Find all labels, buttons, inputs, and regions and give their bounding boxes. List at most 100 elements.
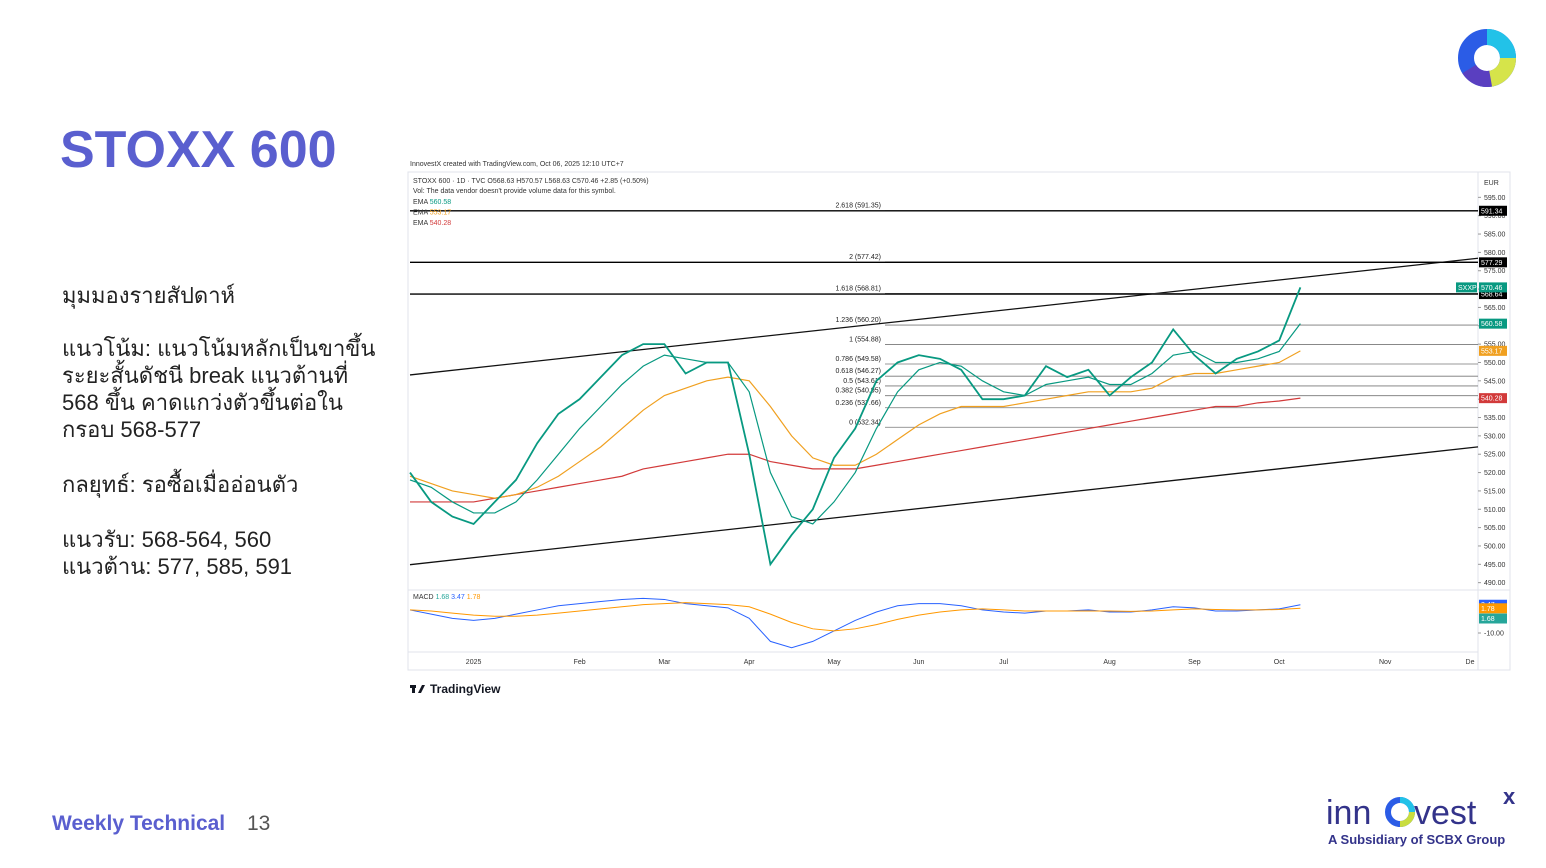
y-tick-label: 520.00	[1484, 470, 1506, 477]
commentary-strategy: กลยุทธ์: รอซื้อเมื่ออ่อนตัว	[62, 472, 299, 497]
x-tick-label: 2025	[466, 659, 482, 666]
y-tick-label: 550.00	[1484, 360, 1506, 367]
fib-label: 1.236 (560.20)	[835, 317, 881, 324]
fib-label: 2 (577.42)	[849, 254, 881, 261]
x-tick-label: Apr	[744, 659, 756, 666]
legend-value: 553.17	[430, 210, 452, 217]
y-tick-label: 490.00	[1484, 580, 1506, 587]
commentary-heading: มุมมองรายสัปดาห์	[62, 283, 236, 308]
y-tick-label: 565.00	[1484, 305, 1506, 312]
x-tick-label: Oct	[1274, 659, 1285, 666]
price-tag	[1479, 289, 1507, 300]
y-tick-label: 580.00	[1484, 250, 1506, 257]
price-tag	[1479, 257, 1507, 268]
y-tick-label: 575.00	[1484, 268, 1506, 275]
y-tick-label: 535.00	[1484, 415, 1506, 422]
legend-name: MACD	[413, 594, 434, 601]
ema-legend: EMA 540.28	[413, 220, 451, 227]
fib-label: 0.786 (549.58)	[835, 356, 881, 363]
x-tick-label: Feb	[574, 659, 586, 666]
symbol-line: STOXX 600 · 1D · TVC O568.63 H570.57 L56…	[413, 178, 649, 185]
trend-line: กรอบ 568-577	[62, 417, 202, 442]
macd-tag: 1.68	[1481, 616, 1495, 623]
y-tick-label: -10.00	[1484, 631, 1504, 638]
legend-name: EMA	[413, 220, 429, 227]
y-tick-label: 505.00	[1484, 525, 1506, 532]
price-tag	[1479, 393, 1507, 404]
chart-frame	[407, 171, 1511, 671]
y-tick-label: 515.00	[1484, 488, 1506, 495]
price-tag	[1479, 205, 1507, 216]
price-line	[409, 287, 1302, 567]
price-tag	[1479, 603, 1507, 614]
x-tick-label: May	[827, 659, 841, 666]
x-tick-label: Sep	[1188, 659, 1201, 666]
tradingview-brand: TradingView	[430, 682, 501, 696]
brand-o	[1385, 797, 1415, 827]
ema-line	[410, 397, 1301, 503]
chart-credit: InnovestX created with TradingView.com, …	[410, 161, 624, 168]
fib-label: 0.618 (546.27)	[835, 368, 881, 375]
macd-tag: 1.78	[1481, 606, 1495, 613]
fib-label: 0.236 (537.66)	[835, 400, 881, 407]
brand-prefix: inn	[1326, 794, 1371, 832]
trend-line: ระยะสั้นดัชนี break แนวต้านที่	[62, 363, 349, 388]
x-tick-label: Nov	[1379, 659, 1392, 666]
x-tick-label: Jul	[999, 659, 1008, 666]
horizontal-line-tag: 577.29	[1481, 260, 1503, 267]
x-tick-label: De	[1466, 659, 1475, 666]
logo-donut	[1458, 29, 1516, 87]
commentary-resistance: แนวต้าน: 577, 585, 591	[62, 554, 293, 579]
commentary-support: แนวรับ: 568-564, 560	[62, 527, 272, 552]
horizontal-line-tag: 568.64	[1481, 292, 1503, 299]
macd-line	[409, 602, 1301, 632]
y-tick-label: 500.00	[1484, 543, 1506, 550]
ema-line	[409, 323, 1301, 525]
legend-value: 560.58	[430, 199, 452, 206]
fib-label: 1 (554.88)	[849, 337, 881, 344]
macd-legend: MACD 1.68 3.47 1.78	[413, 594, 480, 601]
fib-label: 1.618 (568.81)	[835, 285, 881, 292]
y-tick-label: 525.00	[1484, 452, 1506, 459]
y-tick-label: 555.00	[1484, 342, 1506, 349]
volume-note: Vol: The data vendor doesn't provide vol…	[413, 188, 616, 195]
fib-label: 0 (532.34)	[849, 419, 881, 426]
y-tick-label: 545.00	[1484, 378, 1506, 385]
last-value-tag: 560.58	[1481, 321, 1503, 328]
fib-label: 0.382 (540.95)	[835, 388, 881, 395]
currency: EUR	[1484, 180, 1499, 187]
x-tick-label: Jun	[913, 659, 924, 666]
y-tick-label: 510.00	[1484, 507, 1506, 514]
ema-legend: EMA 553.17	[413, 210, 451, 217]
macd-line	[409, 597, 1301, 649]
channel-line	[409, 446, 1479, 566]
y-tick-label: 495.00	[1484, 562, 1506, 569]
y-tick-label: 585.00	[1484, 232, 1506, 239]
x-tick-label: Mar	[658, 659, 671, 666]
price-tag	[1479, 282, 1507, 293]
legend-name: EMA	[413, 199, 429, 206]
fib-label: 2.618 (591.35)	[835, 203, 881, 210]
commentary-trend: แนวโน้ม: แนวโน้มหลักเป็นขาขึ้น ระยะสั้นดั…	[62, 335, 375, 443]
brand-suffix: vest	[1414, 794, 1477, 832]
symbol-tag-label: SXXP	[1458, 285, 1477, 292]
ema-legend: EMA 560.58	[413, 199, 451, 206]
tradingview-logo	[410, 685, 425, 693]
y-tick-label: 595.00	[1484, 195, 1506, 202]
page-number: 13	[247, 812, 271, 835]
trend-line: แนวโน้ม: แนวโน้มหลักเป็นขาขึ้น	[62, 336, 376, 361]
legend-value: 3.47	[451, 594, 465, 601]
y-tick-label: 590.00	[1484, 213, 1506, 220]
price-tag	[1479, 613, 1507, 624]
footer-label: Weekly Technical	[52, 812, 226, 835]
horizontal-line-tag: 591.34	[1481, 208, 1503, 215]
price-tag	[1479, 318, 1507, 329]
symbol-tag	[1456, 282, 1477, 293]
ema-line	[409, 350, 1301, 499]
legend-value: 1.78	[467, 594, 481, 601]
y-tick-label: 530.00	[1484, 433, 1506, 440]
x-tick-label: Aug	[1103, 659, 1116, 666]
legend-name: EMA	[413, 210, 429, 217]
